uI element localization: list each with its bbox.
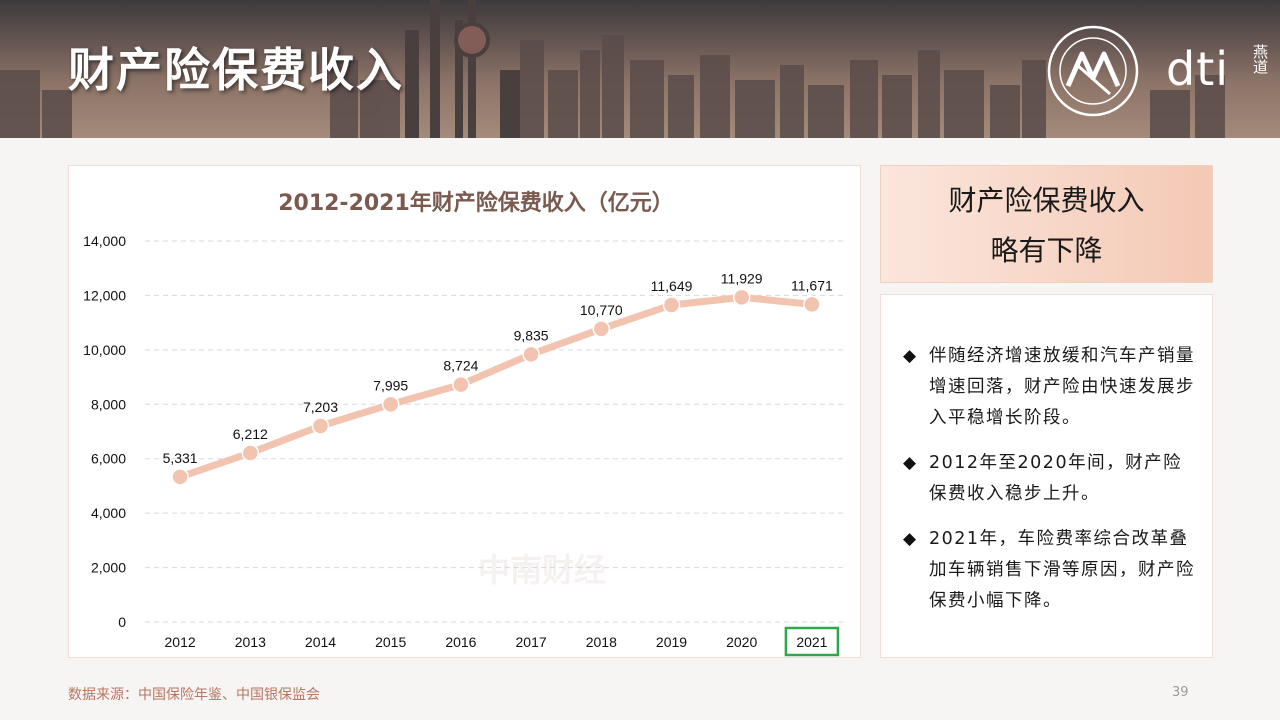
data-label: 11,929 (721, 270, 763, 286)
y-tick-label: 12,000 (83, 287, 126, 303)
x-tick-label: 2013 (235, 634, 266, 650)
data-label: 11,649 (651, 278, 693, 294)
data-label: 9,835 (514, 327, 549, 343)
data-point (311, 417, 330, 435)
data-label: 7,203 (303, 399, 338, 415)
chart-card: 2012-2021年财产险保费收入（亿元） 0 2,000 4,000 6,000 8,0… (68, 165, 861, 658)
data-label: 10,770 (580, 302, 623, 318)
x-tick-label: 2018 (586, 634, 617, 650)
line-chart: 2012-2021年财产险保费收入（亿元） 0 2,000 4,000 6,000 8,0… (83, 190, 847, 657)
y-tick-label: 14,000 (83, 233, 126, 249)
x-tick-label: 2012 (165, 634, 196, 650)
x-tick-label: 2015 (375, 634, 406, 650)
x-tick-label: 2019 (656, 634, 687, 650)
bullet-text: 2021年，车险费率综合改革叠加车辆销售下滑等原因，财产险保费小幅下降。 (929, 529, 1195, 611)
data-point (452, 375, 470, 394)
y-tick-label: 0 (118, 614, 126, 630)
side-heading-line-2: 略有下降 (990, 234, 1103, 267)
bullet-item: ◆ 2021年，车险费率综合改革叠加车辆销售下滑等原因，财产险保费小幅下降。 (903, 524, 1198, 617)
page-number: 39 (1172, 685, 1189, 700)
bullet-text: 2012年至2020年间，财产险保费收入稳步上升。 (929, 453, 1183, 504)
dti-logo-text: dti (1166, 42, 1230, 96)
data-point (803, 295, 821, 314)
bullet-item: ◆ 2012年至2020年间，财产险保费收入稳步上升。 (903, 448, 1198, 510)
header-banner: 财产险保费收入 dti 燕道 (0, 0, 1280, 138)
data-point (241, 444, 260, 462)
data-label: 11,671 (791, 277, 833, 293)
data-point (662, 296, 681, 314)
data-label: 6,212 (233, 426, 268, 442)
diamond-bullet-icon: ◆ (903, 453, 918, 473)
data-point (732, 288, 751, 307)
y-tick-label: 6,000 (91, 451, 126, 467)
side-heading-line-1: 财产险保费收入 (948, 184, 1145, 217)
data-point (592, 320, 611, 338)
y-tick-label: 4,000 (91, 505, 126, 521)
y-tick-label: 8,000 (91, 396, 126, 412)
data-label: 5,331 (163, 450, 198, 466)
y-tick-label: 2,000 (91, 560, 126, 576)
side-panel-heading: 财产险保费收入 略有下降 (880, 165, 1213, 283)
data-point (522, 345, 540, 364)
research-center-logo-icon (1047, 25, 1139, 117)
x-tick-label: 2021 (796, 634, 827, 650)
x-tick-label: 2020 (726, 634, 757, 650)
series-line (176, 293, 816, 481)
side-panel-body: ◆ 伴随经济增速放缓和汽车产销量增速回落，财产险由快速发展步入平稳增长阶段。 ◆… (880, 294, 1213, 658)
highlight-box (784, 626, 840, 657)
x-tick-label: 2017 (516, 634, 547, 650)
data-point (381, 395, 400, 414)
watermark: 中南财经 (478, 551, 607, 589)
diamond-bullet-icon: ◆ (903, 529, 918, 549)
bullet-item: ◆ 伴随经济增速放缓和汽车产销量增速回落，财产险由快速发展步入平稳增长阶段。 (903, 341, 1198, 434)
y-tick-label: 10,000 (83, 342, 126, 358)
x-tick-label: 2016 (445, 634, 476, 650)
city-skyline-image (0, 0, 1225, 138)
logo-side-label: 燕道 (1251, 44, 1269, 74)
data-point (171, 468, 189, 486)
data-source-note: 数据来源：中国保险年鉴、中国银保监会 (68, 687, 320, 703)
data-label: 7,995 (373, 377, 408, 393)
diamond-bullet-icon: ◆ (903, 346, 918, 366)
bullet-text: 伴随经济增速放缓和汽车产销量增速回落，财产险由快速发展步入平稳增长阶段。 (929, 346, 1195, 428)
page-title: 财产险保费收入 (68, 43, 404, 97)
x-tick-label: 2014 (305, 634, 336, 650)
chart-title: 2012-2021年财产险保费收入（亿元） (278, 190, 674, 216)
data-label: 8,724 (443, 358, 478, 374)
